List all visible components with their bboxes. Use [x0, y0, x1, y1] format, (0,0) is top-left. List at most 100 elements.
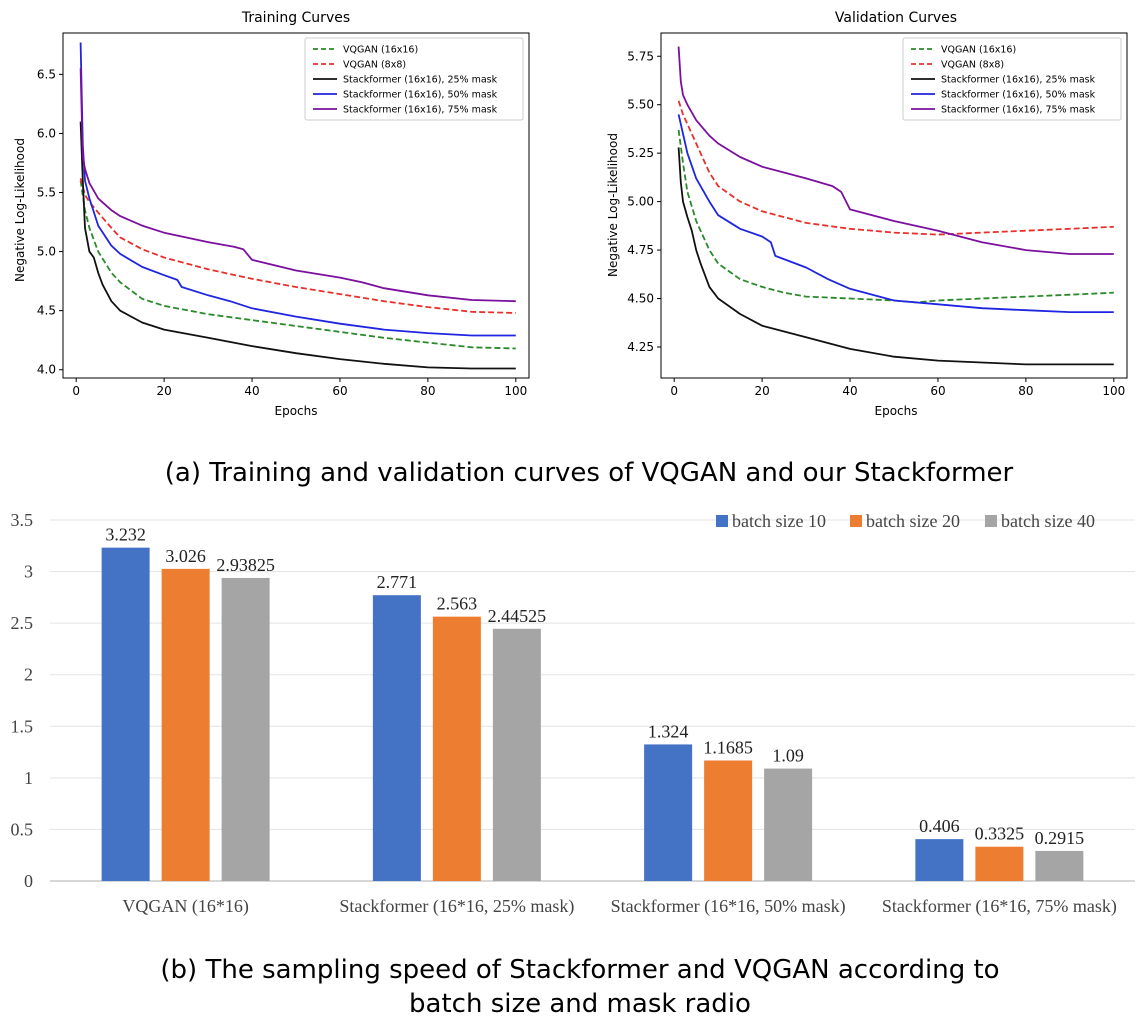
- bar-data-label: 0.406: [919, 816, 960, 836]
- bar-y-tick-label: 0.5: [11, 819, 34, 839]
- validation-y-axis-label: Negative Log-Likelihood: [606, 133, 620, 277]
- validation-x-tick-label: 100: [1102, 384, 1125, 398]
- training-y-tick-label: 6.0: [37, 126, 56, 140]
- validation-series-line-stackformer-16x16-75-mask: [677, 46, 1114, 255]
- training-y-tick-label: 4.0: [37, 363, 56, 377]
- bar-y-tick-label: 1: [24, 768, 33, 788]
- validation-x-axis-label: Epochs: [875, 404, 918, 418]
- bar-data-label: 1.09: [772, 746, 804, 766]
- bar-legend-swatch-batch-size-40: [985, 515, 997, 527]
- bar-batch-size-40-vqgan-16-16: [221, 577, 270, 881]
- validation-y-tick-label: 5.75: [627, 49, 654, 63]
- bar-category-label: Stackformer (16*16, 25% mask): [339, 896, 574, 917]
- bar-legend-swatch-batch-size-20: [850, 515, 862, 527]
- bar-data-label: 1.1685: [703, 737, 753, 757]
- training-x-tick-label: 100: [504, 384, 527, 398]
- bar-data-label: 2.771: [377, 572, 418, 592]
- validation-y-tick-label: 5.50: [627, 98, 654, 112]
- bar-batch-size-40-stackformer-16-16-50-mask: [764, 768, 813, 881]
- bar-batch-size-10-vqgan-16-16: [101, 547, 150, 881]
- sampling-speed-bar-chart: 0 0.5 1 1.5 2 2.5 3 3.5 3.232 3.026 2.93825 VQGAN (…: [11, 510, 1135, 917]
- bar-category-label: VQGAN (16*16): [122, 896, 248, 917]
- bar-legend-label: batch size 40: [1001, 511, 1095, 531]
- training-series-line-vqgan-8x8: [79, 178, 516, 314]
- bar-batch-size-20-stackformer-16-16-75-mask: [975, 846, 1024, 881]
- validation-y-tick-label: 5.00: [627, 195, 654, 209]
- validation-x-tick-label: 80: [1018, 384, 1033, 398]
- bar-data-label: 3.232: [105, 525, 146, 545]
- bar-batch-size-20-stackformer-16-16-50-mask: [704, 760, 753, 881]
- bar-y-tick-label: 2: [24, 665, 33, 685]
- validation-series-line-stackformer-16x16-50-mask: [677, 114, 1114, 314]
- validation-series-line-stackformer-16x16-25-mask: [677, 147, 1114, 366]
- validation-x-tick-label: 20: [754, 384, 769, 398]
- validation-x-tick-label: 60: [930, 384, 945, 398]
- bar-data-label: 2.563: [437, 594, 478, 614]
- training-series-line-stackformer-16x16-25-mask: [79, 121, 516, 370]
- validation-legend-label: Stackformer (16x16), 75% mask: [941, 105, 1096, 116]
- training-legend-label: Stackformer (16x16), 75% mask: [343, 105, 498, 116]
- bar-batch-size-10-stackformer-16-16-50-mask: [644, 744, 693, 881]
- bar-y-tick-label: 2.5: [11, 613, 34, 633]
- bar-batch-size-20-stackformer-16-16-25-mask: [432, 616, 481, 881]
- caption-a: (a) Training and validation curves of VQ…: [165, 458, 1014, 488]
- bar-legend-swatch-batch-size-10: [716, 515, 728, 527]
- training-series-line-stackformer-16x16-50-mask: [79, 42, 516, 337]
- training-x-tick-label: 60: [332, 384, 347, 398]
- training-y-tick-label: 4.5: [37, 304, 56, 318]
- bar-batch-size-10-stackformer-16-16-75-mask: [915, 839, 964, 881]
- training-x-axis-label: Epochs: [275, 404, 318, 418]
- training-plot-frame: [62, 32, 530, 379]
- training-x-tick-label: 40: [244, 384, 259, 398]
- training-curves-panel: Training Curves Epochs Negative Log-Like…: [13, 10, 530, 418]
- validation-chart-title: Validation Curves: [835, 10, 957, 26]
- bar-y-tick-label: 3.5: [11, 510, 34, 530]
- training-legend-box: [304, 37, 524, 121]
- bar-batch-size-40-stackformer-16-16-75-mask: [1035, 850, 1084, 881]
- training-chart-title: Training Curves: [241, 10, 350, 26]
- bar-data-label: 0.2915: [1035, 828, 1085, 848]
- validation-legend-label: VQGAN (16x16): [941, 45, 1016, 56]
- validation-plot-frame: [660, 32, 1128, 379]
- validation-x-tick-label: 40: [842, 384, 857, 398]
- training-legend-label: VQGAN (16x16): [343, 45, 418, 56]
- training-y-tick-label: 6.5: [37, 67, 56, 81]
- validation-legend-label: Stackformer (16x16), 25% mask: [941, 75, 1096, 86]
- validation-series-line-vqgan-8x8: [677, 100, 1114, 236]
- validation-y-tick-label: 4.25: [627, 340, 654, 354]
- bar-data-label: 0.3325: [975, 824, 1025, 844]
- bar-legend-label: batch size 10: [732, 511, 826, 531]
- validation-legend-box: [902, 37, 1122, 121]
- bar-data-label: 3.026: [165, 546, 206, 566]
- bar-y-tick-label: 0: [24, 871, 33, 891]
- bar-data-label: 2.93825: [216, 555, 275, 575]
- bar-legend-label: batch size 20: [866, 511, 960, 531]
- bar-batch-size-20-vqgan-16-16: [161, 568, 210, 881]
- caption-b-line1: (b) The sampling speed of Stackformer an…: [160, 955, 999, 985]
- validation-y-tick-label: 4.75: [627, 243, 654, 257]
- validation-y-tick-label: 4.50: [627, 292, 654, 306]
- bar-batch-size-10-stackformer-16-16-25-mask: [372, 595, 421, 881]
- bar-y-tick-label: 1.5: [11, 716, 34, 736]
- training-x-tick-label: 0: [72, 384, 80, 398]
- bar-data-label: 2.44525: [488, 606, 547, 626]
- training-y-axis-label: Negative Log-Likelihood: [13, 138, 27, 282]
- validation-curves-panel: Validation Curves Epochs Negative Log-Li…: [606, 10, 1128, 418]
- bar-category-label: Stackformer (16*16, 50% mask): [611, 896, 846, 917]
- bar-data-label: 1.324: [648, 721, 689, 741]
- bar-y-tick-label: 3: [24, 562, 33, 582]
- validation-series-line-vqgan-16x16: [677, 129, 1114, 304]
- training-legend-label: VQGAN (8x8): [343, 60, 406, 71]
- training-legend-label: Stackformer (16x16), 25% mask: [343, 75, 498, 86]
- training-y-tick-label: 5.5: [37, 186, 56, 200]
- caption-b-line2: batch size and mask radio: [409, 989, 751, 1019]
- training-x-tick-label: 80: [420, 384, 435, 398]
- validation-y-tick-label: 5.25: [627, 146, 654, 160]
- training-y-tick-label: 5.0: [37, 245, 56, 259]
- training-legend-label: Stackformer (16x16), 50% mask: [343, 90, 498, 101]
- validation-legend-label: Stackformer (16x16), 50% mask: [941, 90, 1096, 101]
- training-series-line-stackformer-16x16-75-mask: [79, 68, 516, 303]
- validation-x-tick-label: 0: [670, 384, 678, 398]
- bar-category-label: Stackformer (16*16, 75% mask): [882, 896, 1117, 917]
